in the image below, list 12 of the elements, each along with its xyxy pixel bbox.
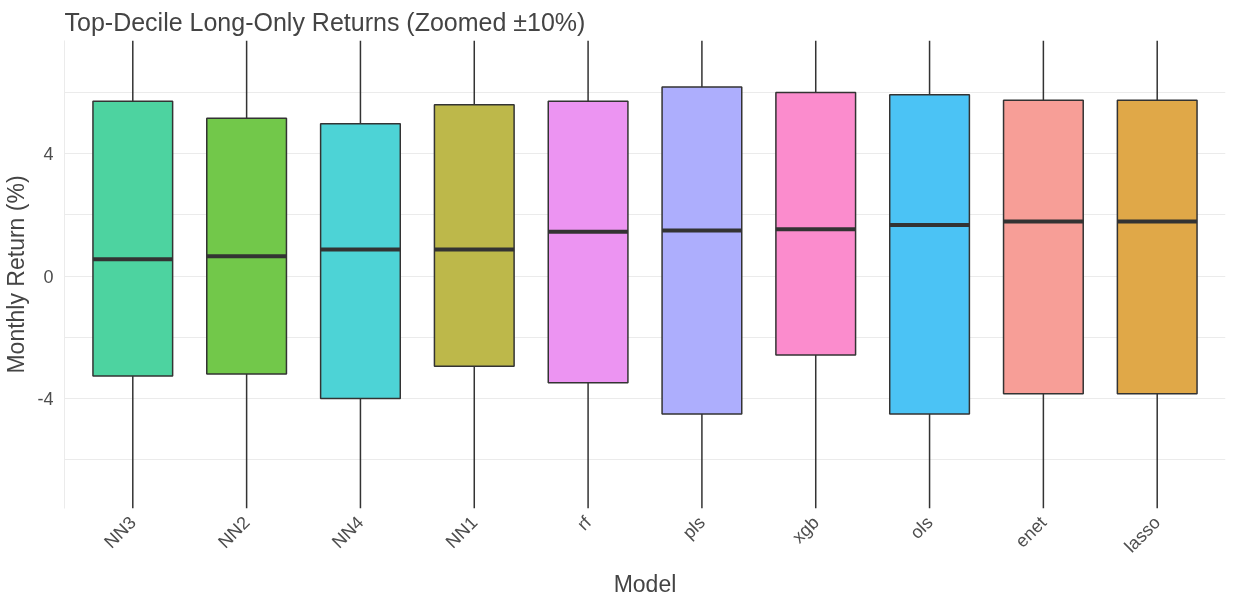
x-tick-label: ols — [906, 512, 937, 543]
x-tick-label: xgb — [788, 512, 823, 548]
x-axis-title: Model — [613, 571, 677, 598]
x-tick-label: NN1 — [441, 512, 482, 553]
x-tick-label: pls — [678, 512, 709, 543]
x-tick-label: rf — [573, 511, 596, 535]
chart-title: Top-Decile Long-Only Returns (Zoomed ±10%) — [64, 7, 586, 36]
y-tick-label: 4 — [43, 144, 54, 165]
y-axis-title: Monthly Return (%) — [3, 175, 30, 374]
x-tick-label: enet — [1011, 512, 1051, 552]
y-tick-label: 0 — [43, 266, 54, 287]
y-tick-label: -4 — [37, 388, 54, 409]
